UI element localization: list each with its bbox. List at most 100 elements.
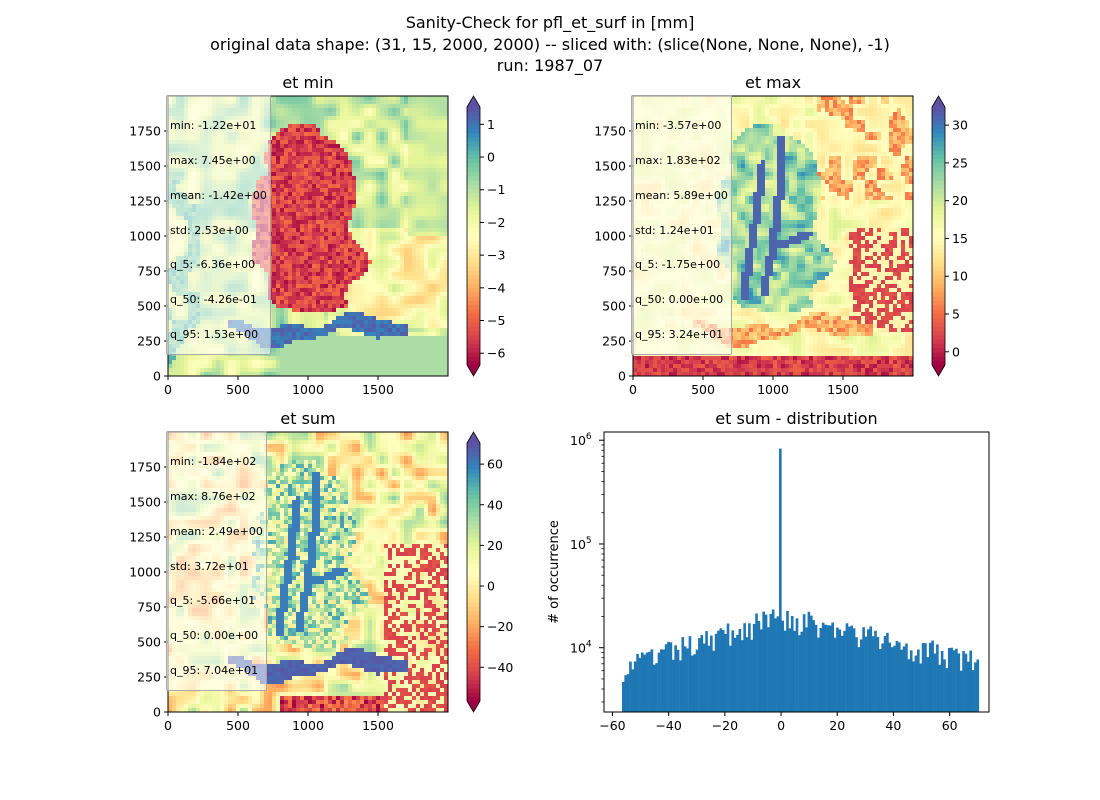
heatmap-cell	[348, 156, 353, 161]
heatmap-cell	[440, 272, 445, 277]
heatmap-cell	[444, 236, 449, 241]
heatmap-cell	[304, 240, 309, 245]
heatmap-cell	[272, 308, 277, 313]
heatmap-cell	[292, 172, 297, 177]
heatmap-cell	[376, 204, 381, 209]
heatmap-cell	[276, 180, 281, 185]
heatmap-cell	[412, 160, 417, 165]
heatmap-cell	[384, 136, 389, 141]
heatmap-cell	[324, 240, 329, 245]
heatmap-cell	[368, 152, 373, 157]
heatmap-cell	[300, 144, 305, 149]
heatmap-cell	[332, 340, 337, 345]
heatmap-cell	[204, 356, 209, 361]
heatmap-cell	[308, 124, 313, 129]
heatmap-cell	[440, 200, 445, 205]
heatmap-cell	[320, 308, 325, 313]
heatmap-cell	[296, 252, 301, 257]
heatmap-cell	[316, 316, 321, 321]
heatmap-cell	[408, 324, 413, 329]
heatmap-cell	[212, 364, 217, 369]
heatmap-cell	[440, 288, 445, 293]
heatmap-cell	[416, 216, 421, 221]
heatmap-cell	[280, 120, 285, 125]
heatmap-cell	[324, 168, 329, 173]
heatmap-cell	[308, 240, 313, 245]
heatmap-cell	[284, 196, 289, 201]
heatmap-cell	[440, 152, 445, 157]
heatmap-cell	[408, 108, 413, 113]
heatmap-cell	[416, 136, 421, 141]
heatmap-cell	[356, 240, 361, 245]
heatmap-cell	[316, 364, 321, 369]
heatmap-cell	[380, 176, 385, 181]
heatmap-cell	[320, 268, 325, 273]
heatmap-cell	[352, 188, 357, 193]
heatmap-cell	[316, 184, 321, 189]
heatmap-cell	[248, 364, 253, 369]
heatmap-cell	[420, 368, 425, 373]
heatmap-cell	[332, 200, 337, 205]
heatmap-cell	[376, 312, 381, 317]
heatmap-cell	[364, 124, 369, 129]
heatmap-cell	[372, 320, 377, 325]
heatmap-cell	[380, 228, 385, 233]
heatmap-cell	[272, 280, 277, 285]
heatmap-cell	[332, 104, 337, 109]
heatmap-cell	[444, 332, 449, 337]
heatmap-cell	[272, 316, 277, 321]
heatmap-cell	[360, 296, 365, 301]
heatmap-cell	[396, 228, 401, 233]
heatmap-cell	[384, 296, 389, 301]
heatmap-cell	[432, 116, 437, 121]
heatmap-cell	[396, 256, 401, 261]
heatmap-cell	[392, 304, 397, 309]
heatmap-cell	[284, 288, 289, 293]
heatmap-cell	[280, 316, 285, 321]
heatmap-cell	[440, 296, 445, 301]
heatmap-cell	[292, 104, 297, 109]
heatmap-cell	[364, 324, 369, 329]
heatmap-cell	[356, 224, 361, 229]
heatmap-cell	[416, 288, 421, 293]
heatmap-cell	[348, 360, 353, 365]
heatmap-cell	[388, 348, 393, 353]
heatmap-cell	[308, 244, 313, 249]
heatmap-cell	[356, 268, 361, 273]
heatmap-cell	[288, 164, 293, 169]
heatmap-cell	[352, 296, 357, 301]
heatmap-cell	[428, 108, 433, 113]
heatmap-cell	[288, 240, 293, 245]
heatmap-cell	[376, 348, 381, 353]
heatmap-cell	[348, 100, 353, 105]
heatmap-cell	[320, 320, 325, 325]
heatmap-cell	[360, 312, 365, 317]
heatmap-cell	[332, 116, 337, 121]
heatmap-cell	[364, 104, 369, 109]
heatmap-cell	[364, 144, 369, 149]
heatmap-cell	[300, 368, 305, 373]
heatmap-cell	[296, 300, 301, 305]
heatmap-cell	[364, 304, 369, 309]
heatmap-cell	[416, 232, 421, 237]
heatmap-cell	[324, 284, 329, 289]
heatmap-cell	[424, 312, 429, 317]
heatmap-cell	[308, 364, 313, 369]
heatmap-cell	[432, 204, 437, 209]
heatmap-cell	[408, 368, 413, 373]
heatmap-cell	[284, 216, 289, 221]
heatmap-cell	[404, 356, 409, 361]
heatmap-cell	[384, 328, 389, 333]
heatmap-cell	[288, 312, 293, 317]
heatmap-cell	[388, 128, 393, 133]
heatmap-cell	[392, 268, 397, 273]
heatmap-cell	[444, 336, 449, 341]
heatmap-cell	[440, 192, 445, 197]
heatmap-cell	[424, 212, 429, 217]
heatmap-cell	[312, 220, 317, 225]
heatmap-cell	[220, 368, 225, 373]
heatmap-cell	[440, 248, 445, 253]
heatmap-cell	[308, 232, 313, 237]
heatmap-cell	[356, 180, 361, 185]
heatmap-cell	[436, 176, 441, 181]
